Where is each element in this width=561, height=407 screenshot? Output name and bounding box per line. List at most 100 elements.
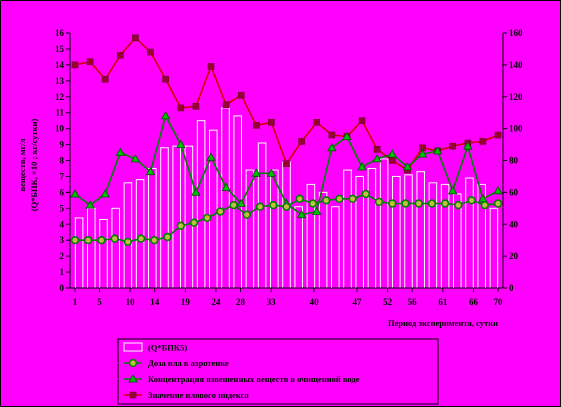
sludge-index-point-19 bbox=[358, 117, 366, 124]
sludge-index-point-13 bbox=[268, 119, 275, 126]
x-tick-label-10: 52 bbox=[383, 297, 393, 307]
y-right-tick-label-6: 120 bbox=[509, 92, 523, 102]
suspended-point-11 bbox=[236, 198, 246, 207]
y-left-tick-label-15: 15 bbox=[55, 44, 65, 54]
x-tick-label-9: 47 bbox=[353, 297, 363, 307]
suspended-point-6 bbox=[160, 111, 171, 120]
suspended-point-16 bbox=[312, 206, 322, 215]
y-right-tick-label-8: 160 bbox=[509, 28, 523, 38]
sludge-dose-point-6 bbox=[150, 236, 159, 245]
bar-bod-7 bbox=[160, 147, 169, 289]
sludge-dose-point-30 bbox=[467, 196, 476, 205]
sludge-dose-point-3 bbox=[110, 234, 119, 243]
sludge-index-point-21 bbox=[388, 157, 396, 164]
y-left-tick-label-5: 5 bbox=[60, 203, 65, 213]
bar-bod-0 bbox=[74, 217, 84, 289]
suspended-point-5 bbox=[145, 166, 156, 176]
y-right-tick-label-7: 140 bbox=[509, 60, 523, 70]
bar-bod-16 bbox=[270, 169, 279, 289]
sludge-dose-point-10 bbox=[203, 213, 212, 223]
bar-bod-29 bbox=[428, 182, 438, 289]
sludge-dose-point-26 bbox=[414, 199, 423, 208]
sludge-index-point-17 bbox=[328, 131, 336, 139]
y-left-tick-label-1: 1 bbox=[60, 267, 65, 277]
suspended-point-19 bbox=[357, 162, 367, 171]
bar-bod-8 bbox=[172, 145, 181, 289]
sludge-index-point-15 bbox=[298, 138, 305, 145]
y-right-tick-label-5: 100 bbox=[509, 124, 523, 134]
suspended-point-2 bbox=[100, 189, 110, 198]
sludge-index-point-4 bbox=[132, 34, 139, 42]
legend-entry-bod: (Q*БПК5) bbox=[123, 342, 187, 353]
bar-bod-10 bbox=[196, 120, 206, 289]
y-axis-left-label-line2: веществ, мг/л bbox=[17, 138, 27, 191]
sludge-index-point-7 bbox=[177, 104, 185, 112]
sludge-index-point-6 bbox=[162, 75, 169, 83]
suspended-point-12 bbox=[251, 168, 261, 177]
legend-box bbox=[117, 338, 439, 405]
legend: (Q*БПК5) Доза ила в аэротенке Концентрац… bbox=[117, 338, 439, 405]
y-left-tick-label-6: 6 bbox=[60, 187, 65, 197]
bar-bod-3 bbox=[111, 207, 120, 289]
sludge-dose-point-32 bbox=[493, 199, 503, 208]
x-tick-label-7: 33 bbox=[267, 297, 277, 307]
bar-bod-32 bbox=[465, 177, 474, 289]
suspended-point-13 bbox=[266, 168, 277, 177]
y-left-tick-label-12: 12 bbox=[55, 92, 65, 102]
y-left-tick-label-8: 8 bbox=[60, 156, 65, 166]
bar-bod-15 bbox=[257, 142, 267, 289]
x-tick-label-14: 70 bbox=[494, 297, 504, 307]
x-tick-label-6: 28 bbox=[236, 297, 246, 307]
sludge-index-point-2 bbox=[101, 75, 109, 83]
x-tick-label-0: 1 bbox=[73, 297, 78, 307]
suspended-point-26 bbox=[463, 141, 473, 150]
sludge-dose-point-22 bbox=[361, 189, 370, 199]
sludge-index-point-3 bbox=[117, 51, 124, 59]
sludge-index-point-11 bbox=[237, 91, 245, 99]
sludge-dose-point-5 bbox=[136, 234, 146, 243]
legend-entry-sludge-index: Значение илового индекса bbox=[124, 390, 249, 400]
suspended-point-7 bbox=[176, 139, 186, 149]
y-left-tick-label-13: 13 bbox=[55, 76, 65, 86]
y-left-tick-label-4: 4 bbox=[60, 219, 65, 229]
bar-bod-4 bbox=[123, 182, 133, 289]
plot-area bbox=[70, 33, 503, 289]
sludge-dose-point-2 bbox=[97, 236, 106, 245]
bar-bod-6 bbox=[148, 167, 157, 289]
bar-bod-17 bbox=[282, 161, 291, 289]
bar-bod-21 bbox=[331, 206, 340, 289]
bar-bod-34 bbox=[489, 207, 499, 289]
suspended-point-9 bbox=[206, 152, 216, 161]
y-left-tick-label-14: 14 bbox=[55, 60, 65, 70]
sludge-dose-point-31 bbox=[480, 200, 489, 210]
legend-marker-circle bbox=[128, 358, 138, 368]
x-tick-label-3: 14 bbox=[150, 297, 160, 307]
bar-bod-9 bbox=[184, 145, 194, 289]
sludge-dose-point-25 bbox=[401, 199, 410, 208]
y-left-tick-label-2: 2 bbox=[60, 251, 65, 261]
y-left-tick-label-10: 10 bbox=[55, 124, 65, 134]
sludge-dose-point-0 bbox=[70, 236, 80, 245]
sludge-index-point-16 bbox=[313, 119, 321, 126]
legend-marker-square bbox=[129, 391, 137, 399]
sludge-dose-point-16 bbox=[282, 202, 291, 211]
bar-bod-2 bbox=[99, 218, 108, 289]
bar-bod-26 bbox=[392, 175, 401, 289]
suspended-point-22 bbox=[402, 162, 413, 171]
suspended-point-8 bbox=[191, 187, 201, 196]
sludge-dose-point-4 bbox=[123, 237, 133, 247]
sludge-index-point-8 bbox=[192, 103, 200, 110]
sludge-dose-point-24 bbox=[388, 199, 397, 208]
bar-bod-25 bbox=[379, 158, 389, 289]
suspended-point-20 bbox=[372, 154, 382, 163]
sludge-index-point-28 bbox=[494, 131, 502, 139]
sludge-dose-point-18 bbox=[308, 199, 318, 208]
x-tick-label-4: 19 bbox=[181, 297, 191, 307]
x-tick-label-2: 10 bbox=[126, 297, 136, 307]
sludge-dose-point-12 bbox=[229, 200, 238, 210]
legend-label-bod: (Q*БПК5) bbox=[148, 343, 187, 353]
sludge-index-point-0 bbox=[71, 61, 79, 69]
bar-bod-12 bbox=[221, 107, 230, 289]
y-right-tick-label-3: 60 bbox=[509, 187, 519, 197]
